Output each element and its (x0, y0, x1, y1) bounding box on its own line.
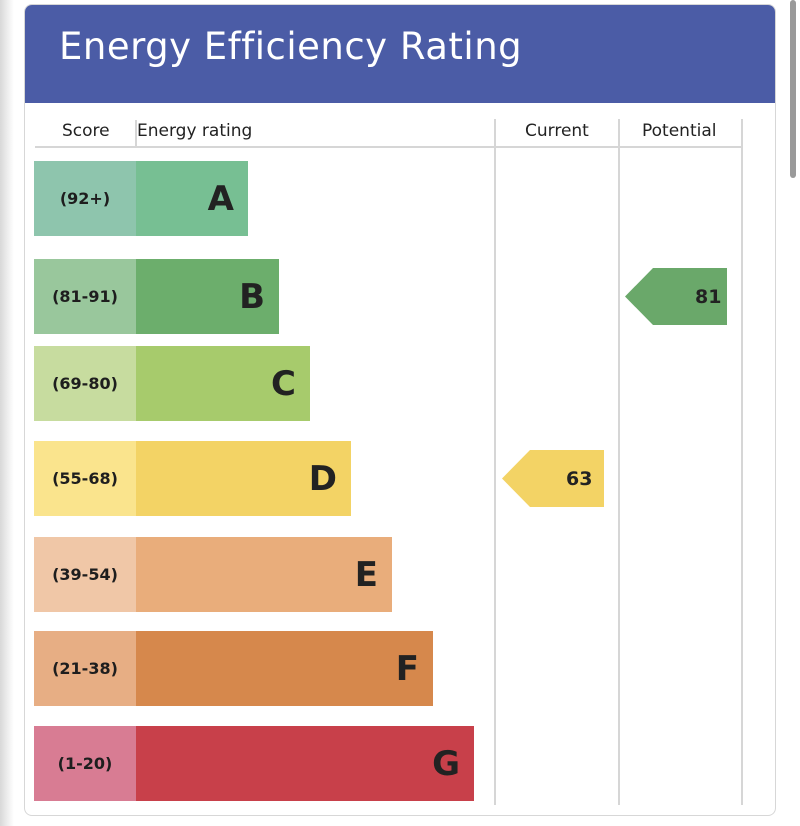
band-letter: E (354, 554, 378, 595)
band-letter: F (395, 648, 419, 689)
column-header-energy-rating: Energy rating (137, 121, 253, 141)
header-divider (135, 120, 137, 147)
band-score-range: (1-20) (34, 726, 136, 801)
rating-band-f: (21-38) F (34, 631, 433, 706)
scrollbar[interactable] (786, 0, 800, 826)
current-rating-value: 63 (566, 467, 593, 490)
rating-band-d: (55-68) D (34, 441, 351, 516)
band-bar: C (136, 346, 310, 421)
energy-rating-card: Energy Efficiency Rating Score Energy ra… (24, 4, 776, 816)
current-rating-marker: 63 (502, 450, 604, 507)
column-header-score: Score (62, 121, 110, 141)
rating-band-c: (69-80) C (34, 346, 310, 421)
current-column-left-rule (494, 119, 496, 805)
rating-band-b: (81-91) B (34, 259, 279, 334)
band-bar: D (136, 441, 351, 516)
band-letter: D (308, 458, 337, 499)
band-letter: C (271, 363, 296, 404)
band-letter: A (207, 178, 234, 219)
band-score-range: (92+) (34, 161, 136, 236)
column-header-potential: Potential (642, 121, 717, 141)
band-bar: F (136, 631, 433, 706)
window-edge (0, 0, 14, 826)
scrollbar-thumb[interactable] (790, 0, 796, 178)
band-bar: E (136, 537, 392, 612)
page-title: Energy Efficiency Rating (59, 25, 523, 68)
potential-arrow-shape (625, 268, 727, 325)
card-header: Energy Efficiency Rating (25, 5, 775, 103)
band-score-range: (21-38) (34, 631, 136, 706)
band-score-range: (69-80) (34, 346, 136, 421)
band-score-range: (39-54) (34, 537, 136, 612)
potential-column-left-rule (618, 119, 620, 805)
header-rule (35, 146, 741, 148)
band-letter: G (432, 743, 460, 784)
column-header-current: Current (525, 121, 589, 141)
rating-band-a: (92+) A (34, 161, 248, 236)
potential-rating-marker: 81 (625, 268, 727, 325)
potential-column-right-rule (741, 119, 743, 805)
rating-band-g: (1-20) G (34, 726, 474, 801)
current-arrow-shape (502, 450, 604, 507)
band-bar: A (136, 161, 248, 236)
band-score-range: (81-91) (34, 259, 136, 334)
band-bar: G (136, 726, 474, 801)
rating-band-e: (39-54) E (34, 537, 392, 612)
band-letter: B (239, 276, 265, 317)
potential-rating-value: 81 (695, 285, 722, 308)
band-score-range: (55-68) (34, 441, 136, 516)
band-bar: B (136, 259, 279, 334)
